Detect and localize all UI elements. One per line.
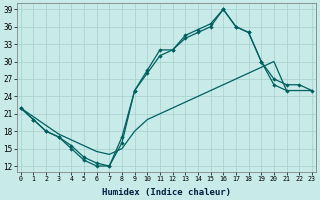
X-axis label: Humidex (Indice chaleur): Humidex (Indice chaleur) (102, 188, 231, 197)
